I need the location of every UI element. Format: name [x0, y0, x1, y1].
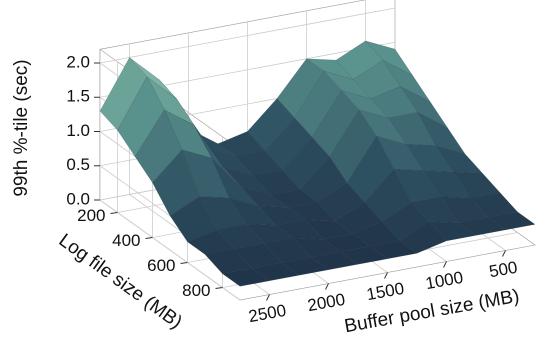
- y-tick-label: 400: [112, 231, 140, 250]
- x-tick: [502, 250, 506, 257]
- x-tick-label: 2000: [306, 290, 347, 315]
- y-tick: [180, 262, 188, 264]
- y-tick: [145, 237, 153, 239]
- x-tick-label: 1500: [365, 279, 406, 304]
- z-tick-label: 1.5: [66, 87, 90, 106]
- x-tick: [443, 261, 447, 268]
- grid-line: [99, 199, 241, 301]
- x-tick-label: 1000: [424, 268, 465, 293]
- y-tick: [215, 287, 223, 289]
- z-tick-label: 0.5: [66, 155, 90, 174]
- z-tick-label: 0.0: [66, 189, 90, 208]
- y-tick: [110, 212, 118, 214]
- x-tick-label: 500: [488, 258, 519, 282]
- x-tick: [325, 283, 329, 290]
- x-tick: [266, 294, 270, 301]
- x-tick: [384, 272, 388, 279]
- z-tick-label: 2.0: [66, 52, 90, 71]
- z-tick-label: 1.0: [66, 121, 90, 140]
- y-tick-label: 800: [182, 281, 210, 300]
- y-tick-label: 600: [147, 256, 175, 275]
- surface-patch: [222, 268, 270, 287]
- z-axis-title: 99th %-tile (sec): [11, 59, 32, 196]
- x-tick-label: 2500: [247, 301, 288, 326]
- y-tick-label: 200: [77, 206, 105, 225]
